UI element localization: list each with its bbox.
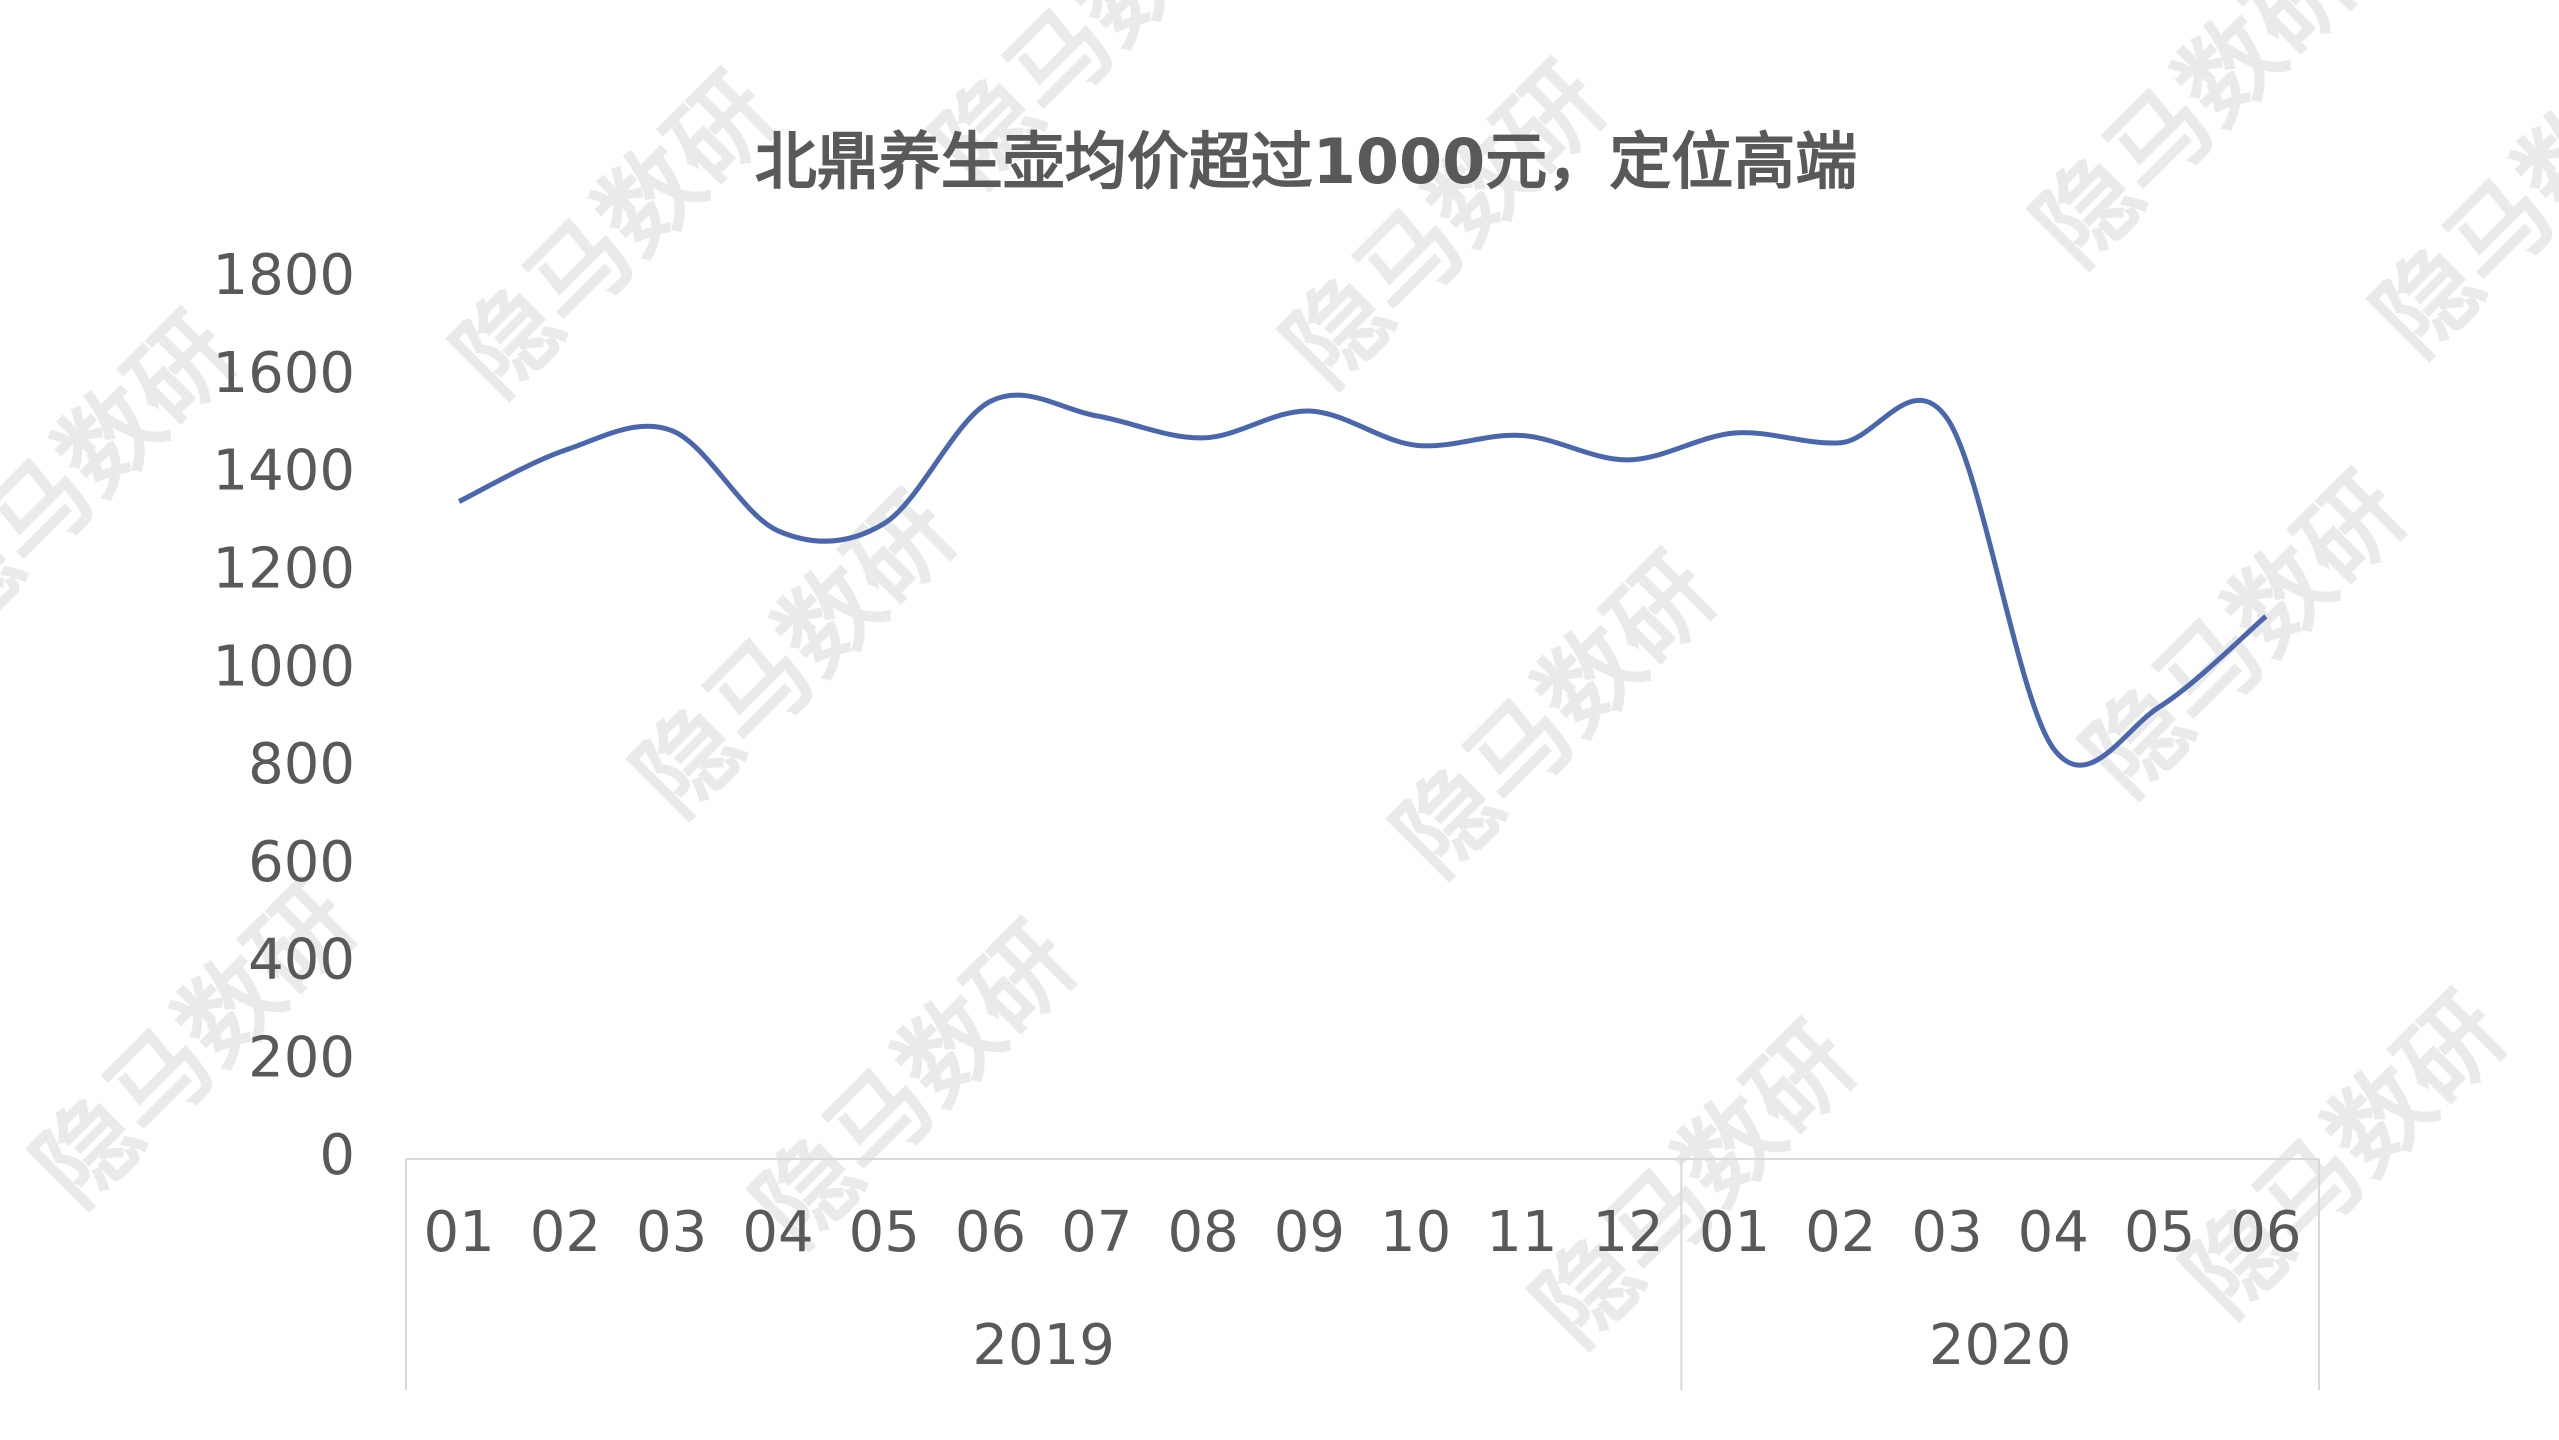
y-tick-label: 800: [248, 732, 355, 797]
watermark: 隐马数研: [1262, 42, 1628, 408]
y-tick-label: 1800: [212, 243, 355, 308]
x-tick-label: 02: [530, 1200, 601, 1265]
y-tick-label: 200: [248, 1025, 355, 1090]
y-tick-label: 400: [248, 928, 355, 993]
y-tick-label: 600: [248, 830, 355, 895]
watermark: 隐马数研: [2012, 0, 2378, 288]
x-tick-label: 10: [1380, 1200, 1451, 1265]
x-tick-label: 05: [849, 1200, 920, 1265]
y-tick-label: 0: [319, 1123, 355, 1188]
x-tick-label: 02: [1805, 1200, 1876, 1265]
y-tick-label: 1000: [212, 634, 355, 699]
x-tick-label: 07: [1061, 1200, 1132, 1265]
x-tick-label: 04: [742, 1200, 813, 1265]
y-tick-label: 1600: [212, 341, 355, 406]
watermark: 隐马数研: [612, 472, 978, 838]
x-tick-label: 12: [1593, 1200, 1664, 1265]
x-tick-label: 06: [955, 1200, 1026, 1265]
x-tick-label: 05: [2124, 1200, 2195, 1265]
line-series: [458, 392, 2268, 768]
x-tick-label: 11: [1486, 1200, 1557, 1265]
x-tick-label: 01: [424, 1200, 495, 1265]
x-tick-label: 08: [1167, 1200, 1238, 1265]
watermark: 隐马数研: [2162, 972, 2528, 1338]
x-tick-label: 03: [636, 1200, 707, 1265]
group-label: 2019: [972, 1313, 1115, 1378]
x-tick-label: 09: [1274, 1200, 1345, 1265]
watermark: 隐马数研: [1372, 532, 1738, 898]
watermark: 隐马数研: [432, 52, 798, 418]
x-tick-label: 06: [2230, 1200, 2301, 1265]
x-tick-label: 01: [1699, 1200, 1770, 1265]
y-tick-label: 1400: [212, 439, 355, 504]
x-tick-label: 03: [1911, 1200, 1982, 1265]
x-tick-label: 04: [2018, 1200, 2089, 1265]
chart-title: 北鼎养生壶均价超过1000元，定位高端: [755, 125, 1858, 198]
group-label: 2020: [1929, 1313, 2072, 1378]
watermark: 隐马数研: [1512, 1002, 1878, 1368]
watermark: 隐马数研: [2352, 12, 2559, 378]
y-tick-label: 1200: [212, 536, 355, 601]
